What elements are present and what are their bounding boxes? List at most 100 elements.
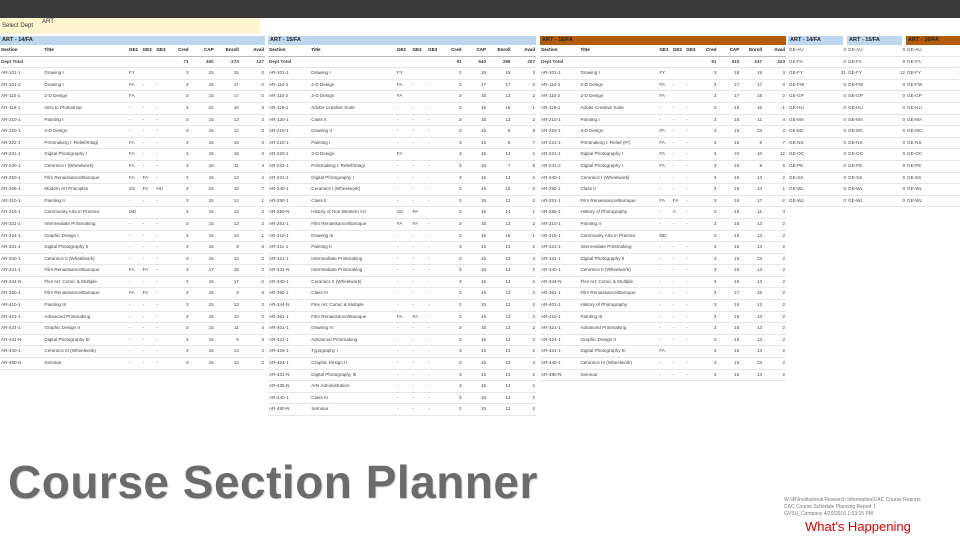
table-cell[interactable]: - <box>141 334 156 347</box>
table-cell[interactable]: Digital Photography I <box>579 160 659 173</box>
table-cell[interactable]: FA <box>411 218 427 231</box>
table-cell[interactable] <box>685 56 699 69</box>
table-cell[interactable]: 15 <box>462 264 488 277</box>
table-cell[interactable]: 13 <box>487 357 512 370</box>
table-cell[interactable]: GE2 <box>141 45 156 57</box>
table-cell[interactable]: AR-110-2 <box>268 90 311 103</box>
table-cell[interactable]: 15 <box>189 195 215 208</box>
table-cell[interactable]: - <box>411 403 427 416</box>
table-cell[interactable]: - <box>411 114 427 127</box>
table-cell[interactable]: 2 <box>763 264 786 277</box>
table-cell[interactable]: - <box>395 253 412 266</box>
table-cell[interactable]: HU <box>155 183 170 196</box>
table-cell[interactable]: - <box>127 230 142 243</box>
table-cell[interactable]: 2 <box>239 311 265 324</box>
table-cell[interactable]: -2 <box>763 195 786 208</box>
table-cell[interactable]: - <box>411 345 427 359</box>
table-cell[interactable]: 2-D Design <box>310 79 396 92</box>
table-cell[interactable]: CAP <box>189 45 215 57</box>
table-cell[interactable]: Ceramics I (Wheelwork) <box>579 172 659 185</box>
table-cell[interactable]: - <box>141 114 156 127</box>
table-cell[interactable]: 3 <box>169 67 190 80</box>
table-cell[interactable]: 13 <box>487 195 512 208</box>
table-cell[interactable] <box>141 206 156 219</box>
table-cell[interactable]: 15 <box>717 137 741 150</box>
table-cell[interactable]: AR-431-1 <box>540 345 580 359</box>
table-cell[interactable]: - <box>395 172 412 185</box>
table-cell[interactable]: GE-OC <box>788 148 828 161</box>
table-cell[interactable]: Seminar <box>310 403 396 416</box>
table-cell[interactable]: 13 <box>740 276 764 289</box>
table-cell[interactable]: 13 <box>740 357 764 370</box>
table-cell[interactable]: AR-110-1 <box>0 90 44 103</box>
table-cell[interactable]: - <box>395 345 412 359</box>
table-cell[interactable]: 15 <box>462 311 488 324</box>
table-cell[interactable]: 15 <box>462 90 488 103</box>
table-cell[interactable]: 17 <box>740 195 764 208</box>
table-cell[interactable]: 15 <box>189 90 215 103</box>
table-cell[interactable]: GE-SS <box>847 172 887 185</box>
table-cell[interactable]: - <box>427 380 443 393</box>
table-cell[interactable]: Modern Art Principles <box>43 183 128 196</box>
table-cell[interactable]: - <box>411 264 427 277</box>
table-cell[interactable]: 15 <box>189 299 215 312</box>
table-cell[interactable]: A <box>671 206 686 219</box>
table-cell[interactable]: 16 <box>487 230 512 243</box>
table-cell[interactable]: GE-FY <box>847 67 887 80</box>
table-cell[interactable]: FA <box>411 311 427 324</box>
table-cell[interactable]: - <box>427 345 443 359</box>
table-cell[interactable]: 15 <box>189 357 215 370</box>
table-cell[interactable]: 3-D Design <box>579 125 659 138</box>
table-cell[interactable]: GE-FW <box>906 79 946 92</box>
table-cell[interactable]: 4 <box>763 206 786 219</box>
table-cell[interactable]: 9 <box>214 241 240 254</box>
table-cell[interactable]: 0 <box>828 160 847 173</box>
table-cell[interactable]: AR-101-1 <box>540 67 580 80</box>
table-cell[interactable]: 0 <box>887 45 906 57</box>
table-cell[interactable]: 3 <box>698 345 718 359</box>
table-cell[interactable]: - <box>427 357 443 370</box>
table-cell[interactable]: 15 <box>717 357 741 370</box>
table-cell[interactable]: - <box>658 357 672 370</box>
table-cell[interactable]: 2 <box>763 322 786 335</box>
table-cell[interactable]: - <box>395 380 412 393</box>
table-cell[interactable]: FA <box>141 183 156 196</box>
table-cell[interactable]: 3 <box>169 195 190 208</box>
table-cell[interactable]: 17 <box>214 276 240 289</box>
table-cell[interactable]: Title <box>43 45 128 57</box>
table-cell[interactable]: Drawing II <box>310 125 396 138</box>
table-cell[interactable]: 91 <box>698 56 718 69</box>
table-cell[interactable] <box>141 90 156 103</box>
table-cell[interactable]: 17 <box>717 287 741 301</box>
table-cell[interactable]: 17 <box>189 264 215 277</box>
table-cell[interactable]: 3 <box>442 334 463 347</box>
table-cell[interactable]: 3 <box>698 241 718 254</box>
table-cell[interactable]: 0 <box>946 148 960 161</box>
table-cell[interactable]: Enroll <box>487 45 512 57</box>
table-cell[interactable]: - <box>395 322 412 335</box>
table-cell[interactable]: GE-MC <box>788 125 828 138</box>
table-cell[interactable]: - <box>658 369 672 382</box>
table-cell[interactable]: - <box>411 287 427 301</box>
table-cell[interactable]: 2 <box>511 311 536 324</box>
table-cell[interactable]: AR-421-1 <box>540 322 580 335</box>
table-cell[interactable]: 2 <box>763 299 786 312</box>
table-cell[interactable]: FA <box>658 195 672 208</box>
table-cell[interactable]: 0 <box>887 90 906 103</box>
table-cell[interactable]: Cred <box>698 45 718 57</box>
table-cell[interactable]: Printmaking I: Relief/Intagl <box>310 160 396 173</box>
table-cell[interactable]: 6 <box>239 241 265 254</box>
table-cell[interactable]: 13 <box>487 241 512 254</box>
table-cell[interactable]: - <box>685 322 699 335</box>
table-cell[interactable] <box>671 345 686 359</box>
table-cell[interactable]: GE-MA <box>788 114 828 127</box>
table-cell[interactable]: 22 <box>189 102 215 115</box>
table-cell[interactable]: 22 <box>717 148 741 161</box>
table-cell[interactable]: - <box>141 102 156 115</box>
table-cell[interactable]: 14 <box>214 230 240 243</box>
table-cell[interactable]: 0 <box>828 114 847 127</box>
table-cell[interactable]: - <box>427 137 443 150</box>
table-cell[interactable]: GE-SS <box>788 172 828 185</box>
table-cell[interactable]: - <box>685 218 699 231</box>
table-cell[interactable]: - <box>671 264 686 277</box>
